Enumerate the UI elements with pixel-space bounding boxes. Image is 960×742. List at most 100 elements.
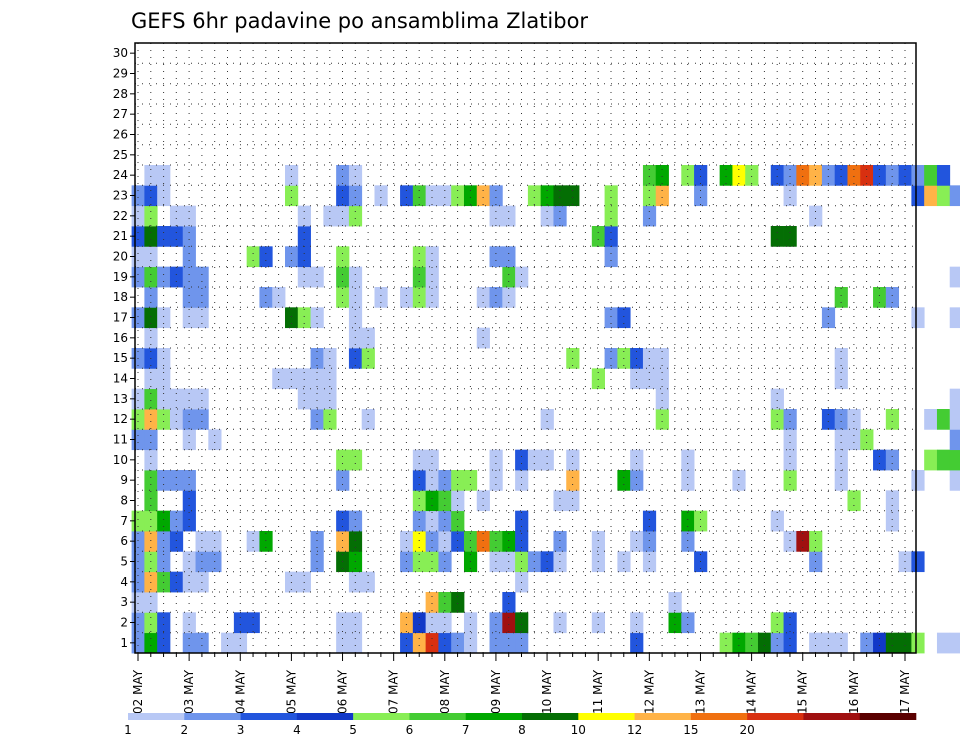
legend-label: 3 [237, 723, 245, 737]
heatmap-cell [783, 531, 797, 552]
heatmap-cell [566, 185, 580, 207]
heatmap-cell [208, 531, 222, 552]
heatmap-cell [323, 205, 337, 227]
legend-label: 12 [627, 723, 642, 737]
heatmap-cell [949, 429, 960, 451]
heatmap-cell [655, 185, 669, 207]
legend-label: 2 [180, 723, 188, 737]
y-tick-label: 23 [113, 189, 128, 203]
x-tick-label: 12 MAY [642, 669, 656, 714]
heatmap-cell [591, 612, 605, 634]
legend-swatch [353, 713, 410, 720]
x-tick-label: 13 MAY [694, 669, 708, 714]
heatmap-cell [847, 165, 861, 186]
heatmap-cell [285, 368, 299, 390]
heatmap-cell [336, 510, 350, 532]
heatmap-cell [949, 185, 960, 207]
heatmap-cell [348, 287, 363, 308]
heatmap-cell [873, 632, 887, 654]
heatmap-cell [745, 165, 759, 186]
heatmap-cell [144, 449, 158, 471]
heatmap-cell [412, 449, 427, 471]
y-tick-label: 10 [113, 453, 128, 467]
y-tick-label: 2 [120, 616, 128, 630]
heatmap-cell [336, 612, 350, 634]
heatmap-cell [809, 165, 823, 186]
heatmap-cell [233, 612, 248, 634]
heatmap-cell [834, 449, 848, 471]
heatmap-cell [911, 185, 925, 207]
y-tick-label: 29 [113, 67, 128, 81]
heatmap-cell [476, 185, 490, 207]
heatmap-cell [515, 449, 529, 471]
heatmap-cell [157, 185, 171, 207]
heatmap-cell [297, 368, 311, 390]
heatmap-cell [476, 327, 490, 349]
heatmap-cell [463, 531, 478, 552]
heatmap-cell [348, 205, 363, 227]
heatmap-cell [323, 368, 337, 390]
x-tick-label: 09 MAY [489, 669, 503, 714]
heatmap-cell [144, 226, 158, 247]
heatmap-cell [144, 368, 158, 390]
heatmap-cell [898, 165, 912, 186]
heatmap-cell [412, 632, 427, 654]
heatmap-cell [310, 368, 324, 390]
heatmap-cell [285, 165, 299, 186]
y-tick-label: 18 [113, 290, 128, 304]
heatmap-cell [400, 531, 414, 552]
heatmap-cell [668, 592, 682, 613]
heatmap-cell [604, 205, 618, 227]
heatmap-cell [566, 470, 580, 491]
legend-swatch [465, 713, 523, 720]
heatmap-cell [336, 470, 350, 491]
heatmap-cell [936, 185, 951, 207]
heatmap-cell [476, 531, 490, 552]
heatmap-cell [924, 165, 938, 186]
heatmap-cell [502, 632, 516, 654]
heatmap-cell [144, 429, 158, 451]
heatmap-cell [144, 510, 158, 532]
heatmap-cell [169, 510, 184, 532]
heatmap-cell [425, 266, 439, 288]
heatmap-cell [591, 531, 605, 552]
heatmap-cell [553, 531, 567, 552]
heatmap-cell [425, 490, 439, 512]
heatmap-cell [246, 246, 260, 268]
heatmap-cell [502, 205, 516, 227]
heatmap-cell [463, 185, 478, 207]
heatmap-cell [438, 531, 452, 552]
heatmap-cell [348, 612, 363, 634]
heatmap-cell [642, 531, 657, 552]
y-tick-label: 24 [113, 168, 128, 182]
heatmap-cell [911, 551, 925, 573]
heatmap-cell [157, 612, 171, 634]
heatmap-cell [412, 470, 427, 491]
heatmap-cell [157, 632, 171, 654]
heatmap-cell [515, 531, 529, 552]
y-tick-label: 26 [113, 128, 128, 142]
heatmap-cell [425, 470, 439, 491]
heatmap-cell [834, 429, 848, 451]
y-tick-label: 1 [120, 636, 128, 650]
heatmap-cell [310, 531, 324, 552]
heatmap-cell [783, 429, 797, 451]
heatmap-cell [144, 165, 158, 186]
heatmap-cell [425, 592, 439, 613]
heatmap-cell [310, 266, 324, 288]
y-tick-label: 28 [113, 87, 128, 101]
legend-swatch [634, 713, 692, 720]
heatmap-cell [374, 185, 388, 207]
heatmap-cell [911, 470, 925, 491]
heatmap-cell [182, 510, 196, 532]
heatmap-cell [182, 409, 196, 430]
legend-label: 10 [571, 723, 586, 737]
heatmap-cell [655, 388, 669, 410]
x-tick-label: 04 MAY [233, 669, 247, 714]
y-tick-label: 22 [113, 209, 128, 223]
heatmap-cell [259, 246, 273, 268]
heatmap-cell [770, 612, 784, 634]
heatmap-cell [911, 165, 925, 186]
y-tick-label: 15 [113, 351, 128, 365]
